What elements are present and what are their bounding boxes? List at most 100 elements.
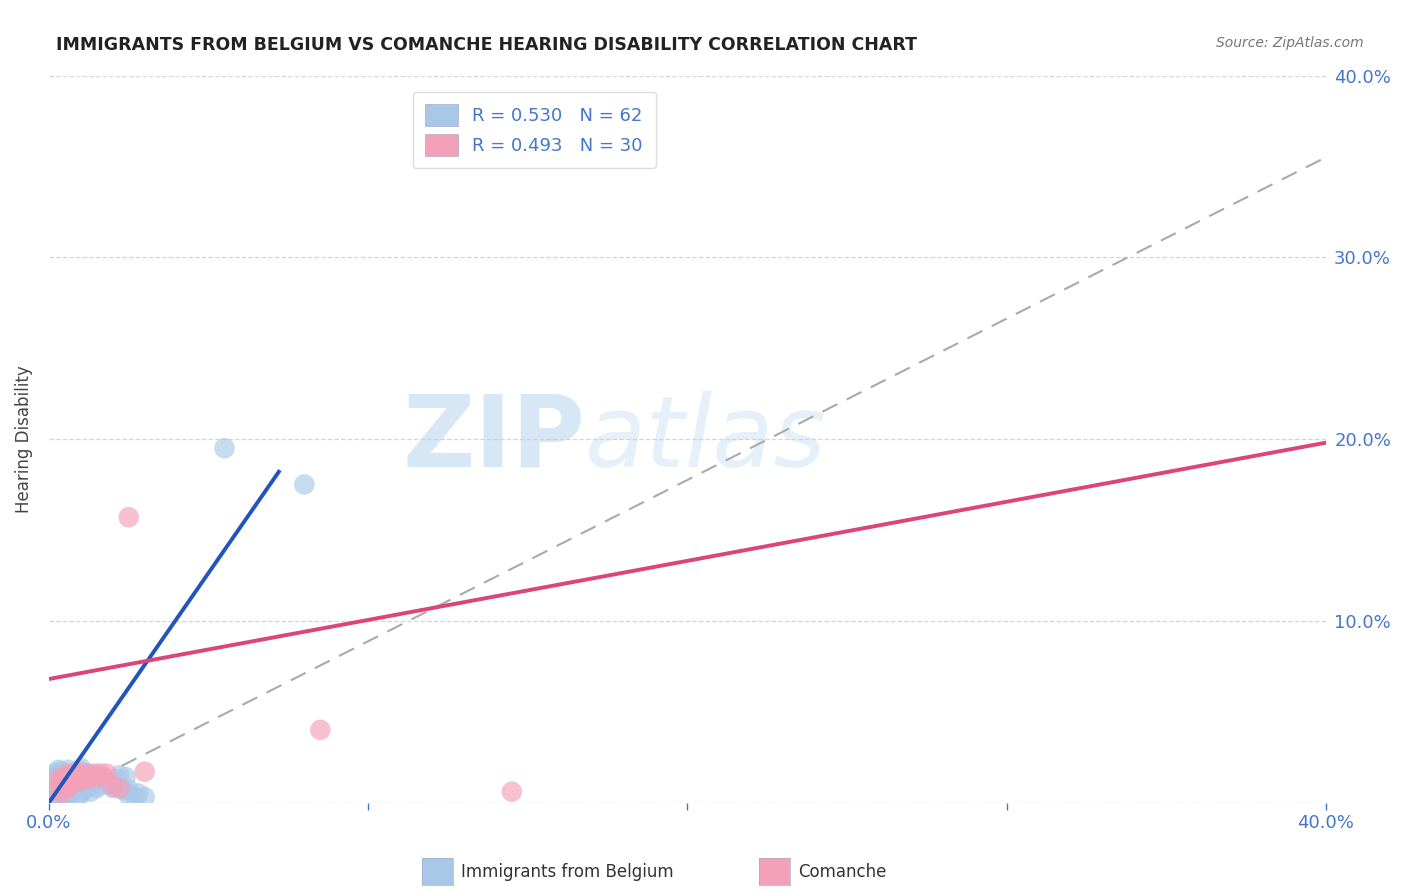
Point xyxy=(63,766,86,780)
Text: atlas: atlas xyxy=(585,391,827,488)
Point xyxy=(70,770,93,784)
Point xyxy=(105,772,128,786)
Text: Comanche: Comanche xyxy=(799,863,887,881)
Point xyxy=(86,768,108,782)
Point xyxy=(79,785,101,799)
Point xyxy=(66,768,89,782)
Point xyxy=(41,773,63,788)
Point xyxy=(51,787,73,801)
Point xyxy=(134,790,156,805)
Y-axis label: Hearing Disability: Hearing Disability xyxy=(15,365,32,513)
Point xyxy=(70,787,93,801)
Point xyxy=(60,785,83,799)
Point xyxy=(89,777,111,791)
Point xyxy=(53,773,76,788)
Point xyxy=(56,763,79,777)
Point xyxy=(89,766,111,780)
Point xyxy=(79,768,101,782)
Point xyxy=(108,780,131,795)
Point xyxy=(86,770,108,784)
Point xyxy=(56,779,79,793)
Point xyxy=(66,790,89,805)
Text: ZIP: ZIP xyxy=(402,391,585,488)
Point xyxy=(73,770,96,784)
Point xyxy=(53,768,76,782)
Point xyxy=(56,789,79,803)
Point xyxy=(134,764,156,779)
Point xyxy=(63,775,86,789)
Point xyxy=(63,780,86,795)
Point xyxy=(44,766,66,780)
Point xyxy=(118,789,141,803)
Point xyxy=(73,772,96,786)
Point xyxy=(41,794,63,808)
Point xyxy=(44,792,66,806)
Point xyxy=(51,772,73,786)
Point xyxy=(48,775,70,789)
Point xyxy=(60,766,83,780)
Point xyxy=(53,768,76,782)
Point xyxy=(41,789,63,803)
Point xyxy=(101,779,124,793)
Point xyxy=(53,783,76,797)
Point xyxy=(118,783,141,797)
Point xyxy=(96,766,118,780)
Point xyxy=(79,775,101,789)
Point xyxy=(309,723,332,737)
Point xyxy=(56,772,79,786)
Point xyxy=(66,777,89,791)
Point xyxy=(501,785,523,799)
Point xyxy=(76,779,98,793)
Text: Immigrants from Belgium: Immigrants from Belgium xyxy=(461,863,673,881)
Point xyxy=(66,773,89,788)
Point xyxy=(66,766,89,780)
Point xyxy=(51,787,73,801)
Point xyxy=(60,775,83,789)
Point xyxy=(56,780,79,795)
Point xyxy=(53,779,76,793)
Point xyxy=(44,777,66,791)
Point xyxy=(48,763,70,777)
Point xyxy=(91,770,114,784)
Point xyxy=(70,761,93,775)
Point xyxy=(51,773,73,788)
Point xyxy=(124,790,146,805)
Point xyxy=(214,441,236,455)
Point xyxy=(44,783,66,797)
Point xyxy=(53,790,76,805)
Point xyxy=(98,777,121,791)
Text: IMMIGRANTS FROM BELGIUM VS COMANCHE HEARING DISABILITY CORRELATION CHART: IMMIGRANTS FROM BELGIUM VS COMANCHE HEAR… xyxy=(56,36,917,54)
Point xyxy=(73,783,96,797)
Point xyxy=(96,773,118,788)
Point xyxy=(41,780,63,795)
Point xyxy=(76,772,98,786)
Point xyxy=(56,770,79,784)
Point xyxy=(292,477,315,491)
Point xyxy=(48,768,70,782)
Point xyxy=(114,770,136,784)
Point xyxy=(48,790,70,805)
Point xyxy=(83,766,105,780)
Point xyxy=(91,770,114,784)
Point xyxy=(118,510,141,524)
Text: Source: ZipAtlas.com: Source: ZipAtlas.com xyxy=(1216,36,1364,50)
Point xyxy=(111,783,134,797)
Point xyxy=(60,777,83,791)
Point xyxy=(70,773,93,788)
Point xyxy=(51,779,73,793)
Point xyxy=(86,780,108,795)
Point xyxy=(127,787,149,801)
Point xyxy=(48,772,70,786)
Point xyxy=(70,764,93,779)
Legend: R = 0.530   N = 62, R = 0.493   N = 30: R = 0.530 N = 62, R = 0.493 N = 30 xyxy=(413,92,655,169)
Point xyxy=(44,785,66,799)
Point xyxy=(44,770,66,784)
Point xyxy=(51,764,73,779)
Point xyxy=(76,766,98,780)
Point xyxy=(60,766,83,780)
Point xyxy=(83,772,105,786)
Point xyxy=(108,768,131,782)
Point xyxy=(63,772,86,786)
Point xyxy=(48,783,70,797)
Point xyxy=(101,780,124,795)
